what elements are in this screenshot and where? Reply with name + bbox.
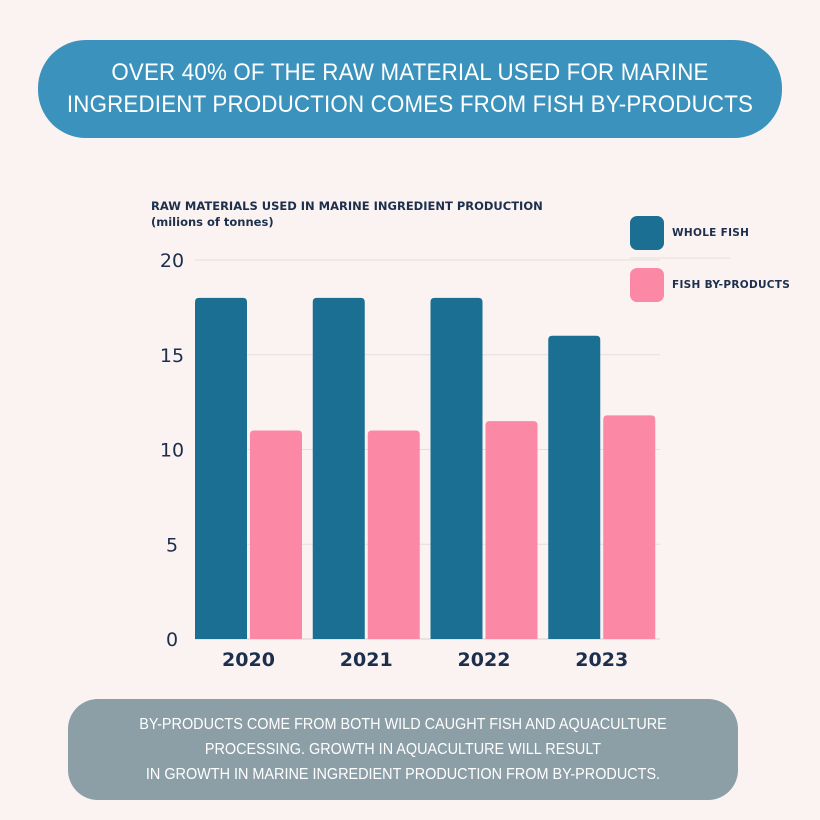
chart-title-block: RAW MATERIALS USED IN MARINE INGREDIENT …: [151, 198, 543, 230]
y-tick-label: 0: [166, 629, 178, 651]
footer-line-2: PROCESSING. GROWTH IN AQUACULTURE WILL R…: [204, 741, 602, 758]
bar-whole-fish: [430, 297, 483, 639]
y-tick-label: 15: [160, 345, 184, 367]
y-tick-label: 5: [166, 534, 178, 556]
footer-line-3: IN GROWTH IN MARINE INGREDIENT PRODUCTIO…: [145, 766, 661, 783]
legend-swatch-whole-fish: [630, 216, 664, 250]
x-tick-label: 2023: [575, 649, 628, 671]
bar-fish-by-products: [250, 430, 302, 639]
bar-fish-by-products: [367, 430, 420, 639]
legend-label-whole-fish: WHOLE FISH: [672, 227, 750, 239]
chart-title: RAW MATERIALS USED IN MARINE INGREDIENT …: [151, 199, 543, 213]
y-tick-label: 20: [160, 250, 184, 272]
footer-line-1: BY-PRODUCTS COME FROM BOTH WILD CAUGHT F…: [139, 716, 667, 733]
x-tick-label: 2022: [458, 649, 511, 671]
legend-item-whole-fish: WHOLE FISH: [630, 216, 749, 250]
chart-subtitle: (milions of tonnes): [151, 215, 274, 229]
legend-item-by-products: FISH BY-PRODUCTS: [630, 268, 790, 302]
footer-note: BY-PRODUCTS COME FROM BOTH WILD CAUGHT F…: [68, 699, 738, 800]
bar-fish-by-products: [485, 421, 538, 639]
bar-whole-fish: [548, 335, 601, 639]
x-tick-label: 2020: [222, 649, 275, 671]
bar-whole-fish: [312, 297, 365, 639]
headline-line-2: INGREDIENT PRODUCTION COMES FROM FISH BY…: [66, 91, 754, 118]
bar-whole-fish: [195, 297, 247, 639]
y-tick-label: 10: [160, 440, 184, 462]
bar-fish-by-products: [603, 415, 656, 639]
legend-label-by-products: FISH BY-PRODUCTS: [672, 279, 791, 291]
legend-swatch-by-products: [630, 268, 664, 302]
headline-line-1: OVER 40% OF THE RAW MATERIAL USED FOR MA…: [111, 59, 709, 86]
headline-banner: OVER 40% OF THE RAW MATERIAL USED FOR MA…: [38, 40, 782, 138]
x-tick-label: 2021: [340, 649, 393, 671]
